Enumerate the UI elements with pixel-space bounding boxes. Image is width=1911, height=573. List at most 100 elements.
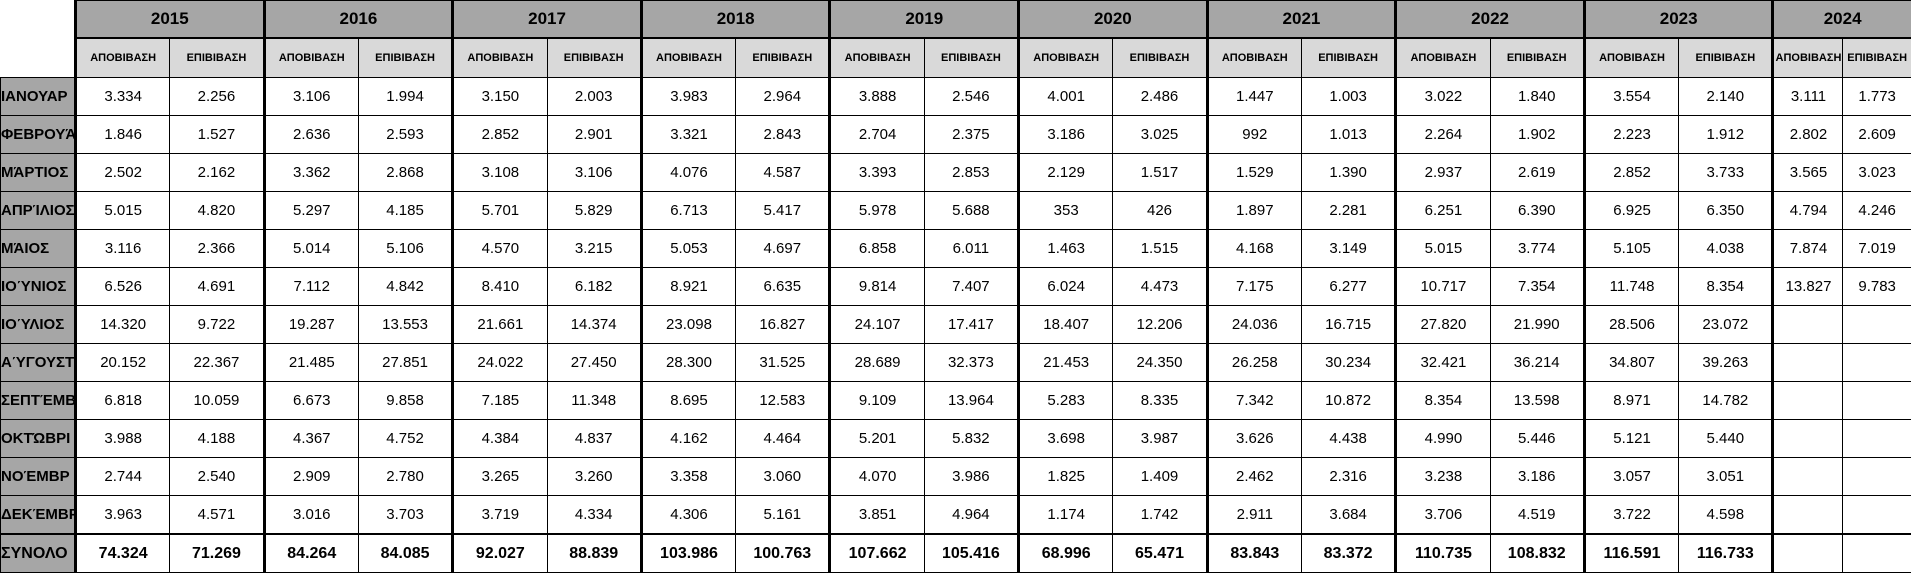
cell: 6.251 [1394,191,1491,230]
cell: 24.022 [451,343,548,382]
cell: 13.553 [357,305,454,344]
cell: 2.264 [1394,115,1491,154]
column-header: ΑΠΟΒΙΒΑΣΗ [451,37,548,78]
column-header: ΑΠΟΒΙΒΑΣΗ [1205,37,1302,78]
cell: 5.106 [357,229,454,268]
cell: 1.742 [1112,495,1208,535]
cell: 105.416 [923,533,1020,573]
cell: 1.517 [1112,153,1208,192]
cell: 4.162 [639,419,737,458]
cell: 3.888 [828,77,925,116]
empty-cell [1842,533,1911,573]
cell: 3.963 [73,495,171,535]
column-header: ΕΠΙΒΙΒΑΣΗ [1300,37,1397,78]
cell: 14.782 [1678,381,1774,420]
cell: 2.704 [828,115,925,154]
cell: 2.780 [357,457,454,496]
cell: 3.774 [1489,229,1585,268]
table-row: ΙΟΎΛΙΟΣ 14.320 9.722 19.287 13.553 21.661 14.3… [0,305,1911,344]
empty-cell [1842,381,1911,420]
cell: 2.162 [169,153,265,192]
column-header: ΑΠΟΒΙΒΑΣΗ [639,37,737,78]
cell: 6.182 [546,267,642,306]
cell: 5.688 [923,191,1020,230]
cell: 3.554 [1582,77,1680,116]
corner-cell [0,0,76,78]
cell: 4.842 [357,267,454,306]
cell: 3.186 [1017,115,1114,154]
cell: 3.260 [546,457,642,496]
cell: 4.964 [923,495,1020,535]
column-header: ΕΠΙΒΙΒΑΣΗ [546,37,642,78]
table-row: ΔΕΚΈΜΒΡ 3.963 4.571 3.016 3.703 3.719 4.334 4.3… [0,495,1911,535]
cell: 2.901 [546,115,642,154]
cell: 3.565 [1771,153,1844,192]
cell: 4.837 [546,419,642,458]
cell: 5.201 [828,419,925,458]
cell: 5.015 [73,191,171,230]
cell: 3.722 [1582,495,1680,535]
cell: 83.843 [1205,533,1302,573]
cell: 3.023 [1842,153,1911,192]
cell: 68.996 [1017,533,1114,573]
cell: 6.390 [1489,191,1585,230]
cell: 5.978 [828,191,925,230]
cell: 353 [1017,191,1114,230]
cell: 2.853 [923,153,1020,192]
cell: 1.912 [1678,115,1774,154]
cell: 1.529 [1205,153,1302,192]
cell: 10.717 [1394,267,1491,306]
cell: 5.832 [923,419,1020,458]
cell: 7.354 [1489,267,1585,306]
year-header: 2018 [639,0,831,39]
cell: 13.964 [923,381,1020,420]
year-header: 2019 [828,0,1020,39]
cell: 3.733 [1678,153,1774,192]
cell: 4.820 [169,191,265,230]
cell: 5.015 [1394,229,1491,268]
empty-cell [1771,495,1844,535]
cell: 1.515 [1112,229,1208,268]
year-header: 2015 [74,0,265,39]
cell: 4.519 [1489,495,1585,535]
empty-cell [1771,381,1844,420]
cell: 6.635 [735,267,831,306]
row-label: ΑΎΓΟΥΣΤ [0,343,76,382]
cell: 8.695 [639,381,737,420]
column-header: ΑΠΟΒΙΒΑΣΗ [1771,37,1844,78]
cell: 23.072 [1678,305,1774,344]
cell: 32.421 [1394,343,1491,382]
cell: 108.832 [1489,533,1585,573]
cell: 3.149 [1300,229,1397,268]
column-header: ΑΠΟΒΙΒΑΣΗ [1394,37,1491,78]
cell: 2.852 [451,115,548,154]
empty-cell [1842,343,1911,382]
cell: 1.773 [1842,77,1911,116]
cell: 24.350 [1112,343,1208,382]
cell: 71.269 [169,533,265,573]
cell: 3.022 [1394,77,1491,116]
cell: 1.825 [1017,457,1114,496]
cell: 8.354 [1394,381,1491,420]
cell: 1.013 [1300,115,1397,154]
empty-cell [1842,305,1911,344]
cell: 3.150 [451,77,548,116]
cell: 116.733 [1678,533,1774,573]
cell: 9.109 [828,381,925,420]
cell: 6.818 [73,381,171,420]
cell: 16.827 [735,305,831,344]
cell: 39.263 [1678,343,1774,382]
cell: 3.358 [639,457,737,496]
cell: 2.911 [1205,495,1302,535]
cell: 30.234 [1300,343,1397,382]
cell: 3.703 [357,495,454,535]
cell: 3.238 [1394,457,1491,496]
cell: 5.701 [451,191,548,230]
cell: 5.417 [735,191,831,230]
cell: 21.453 [1017,343,1114,382]
year-header: 2024 [1771,0,1911,39]
cell: 3.684 [1300,495,1397,535]
cell: 2.744 [73,457,171,496]
cell: 13.598 [1489,381,1585,420]
cell: 2.462 [1205,457,1302,496]
